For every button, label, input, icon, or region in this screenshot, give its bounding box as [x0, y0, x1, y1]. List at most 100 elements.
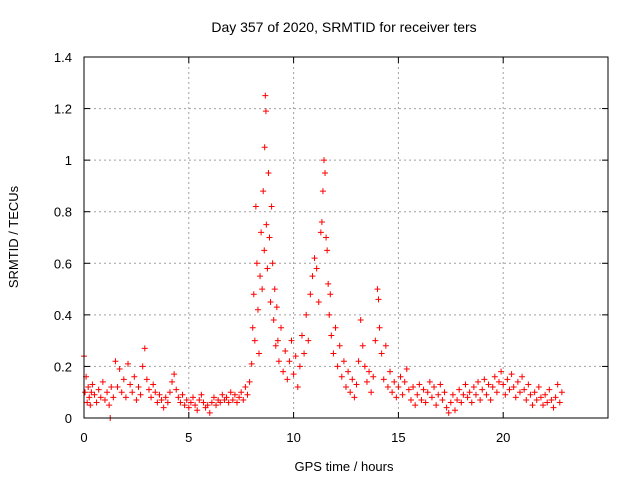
data-point — [405, 386, 412, 393]
data-point — [475, 378, 482, 385]
data-point — [347, 389, 354, 396]
data-point — [183, 396, 190, 403]
data-point — [305, 337, 312, 344]
data-point — [399, 391, 406, 398]
data-point — [288, 337, 295, 344]
data-point — [95, 386, 102, 393]
data-point — [516, 389, 523, 396]
x-tick-label: 20 — [496, 430, 510, 445]
data-point — [322, 170, 329, 177]
data-point — [550, 404, 557, 411]
plot-frame — [83, 56, 609, 419]
data-point — [270, 317, 277, 324]
data-point — [456, 386, 463, 393]
data-point — [82, 389, 89, 396]
data-point — [246, 378, 253, 385]
data-point — [510, 384, 517, 391]
data-point — [263, 221, 270, 228]
y-tick-label: 0 — [65, 411, 72, 426]
data-point — [414, 391, 421, 398]
data-point — [391, 378, 398, 385]
data-point — [533, 396, 540, 403]
data-point — [254, 306, 261, 313]
data-point — [558, 389, 565, 396]
data-point — [162, 394, 169, 401]
data-point — [351, 394, 358, 401]
data-point — [544, 399, 551, 406]
data-point — [368, 389, 375, 396]
y-tick-label: 1.2 — [54, 102, 72, 117]
data-point — [292, 353, 299, 360]
data-point — [496, 378, 503, 385]
data-point — [156, 391, 163, 398]
data-point — [213, 402, 220, 409]
data-point — [280, 368, 287, 375]
data-point — [145, 386, 152, 393]
data-point — [548, 396, 555, 403]
data-point — [125, 360, 132, 367]
data-point — [116, 366, 123, 373]
data-point — [397, 373, 404, 380]
data-point — [387, 368, 394, 375]
data-point — [332, 324, 339, 331]
data-point — [84, 399, 91, 406]
data-point — [433, 402, 440, 409]
data-point — [410, 384, 417, 391]
data-point — [324, 247, 331, 254]
data-point — [451, 407, 458, 414]
data-point — [389, 389, 396, 396]
data-point — [315, 298, 322, 305]
data-point — [527, 391, 534, 398]
data-point — [508, 371, 515, 378]
data-point — [275, 358, 282, 365]
data-point — [160, 404, 167, 411]
data-point — [556, 399, 563, 406]
data-point — [393, 394, 400, 401]
data-point — [334, 363, 341, 370]
data-point — [256, 350, 263, 357]
data-point — [131, 373, 138, 380]
data-point — [481, 376, 488, 383]
data-point — [266, 234, 273, 241]
data-point — [91, 391, 98, 398]
data-point — [272, 342, 279, 349]
data-point — [340, 358, 347, 365]
data-point — [370, 373, 377, 380]
data-point — [225, 399, 232, 406]
data-point — [512, 394, 519, 401]
data-point — [487, 396, 494, 403]
data-point — [330, 350, 337, 357]
data-point — [485, 381, 492, 388]
data-point — [449, 391, 456, 398]
data-point — [309, 273, 316, 280]
y-tick-label: 0.4 — [54, 308, 72, 323]
data-point — [375, 296, 382, 303]
data-point — [238, 389, 245, 396]
data-point — [114, 384, 121, 391]
data-point — [437, 381, 444, 388]
data-point — [542, 391, 549, 398]
data-point — [537, 394, 544, 401]
data-point — [86, 394, 93, 401]
y-tick-label: 0.2 — [54, 359, 72, 374]
data-point — [88, 389, 95, 396]
data-point — [164, 399, 171, 406]
data-point — [223, 394, 230, 401]
data-point — [158, 396, 165, 403]
data-point — [286, 358, 293, 365]
data-point — [470, 384, 477, 391]
data-point — [493, 389, 500, 396]
y-tick-label: 0.6 — [54, 256, 72, 271]
x-tick-label: 0 — [80, 430, 87, 445]
data-point — [296, 363, 303, 370]
data-point — [250, 291, 257, 298]
data-point — [502, 391, 509, 398]
data-point — [307, 291, 314, 298]
data-point — [313, 265, 320, 272]
data-point — [217, 399, 224, 406]
data-point — [529, 402, 536, 409]
data-point — [479, 386, 486, 393]
data-point — [290, 371, 297, 378]
data-point — [311, 255, 318, 262]
